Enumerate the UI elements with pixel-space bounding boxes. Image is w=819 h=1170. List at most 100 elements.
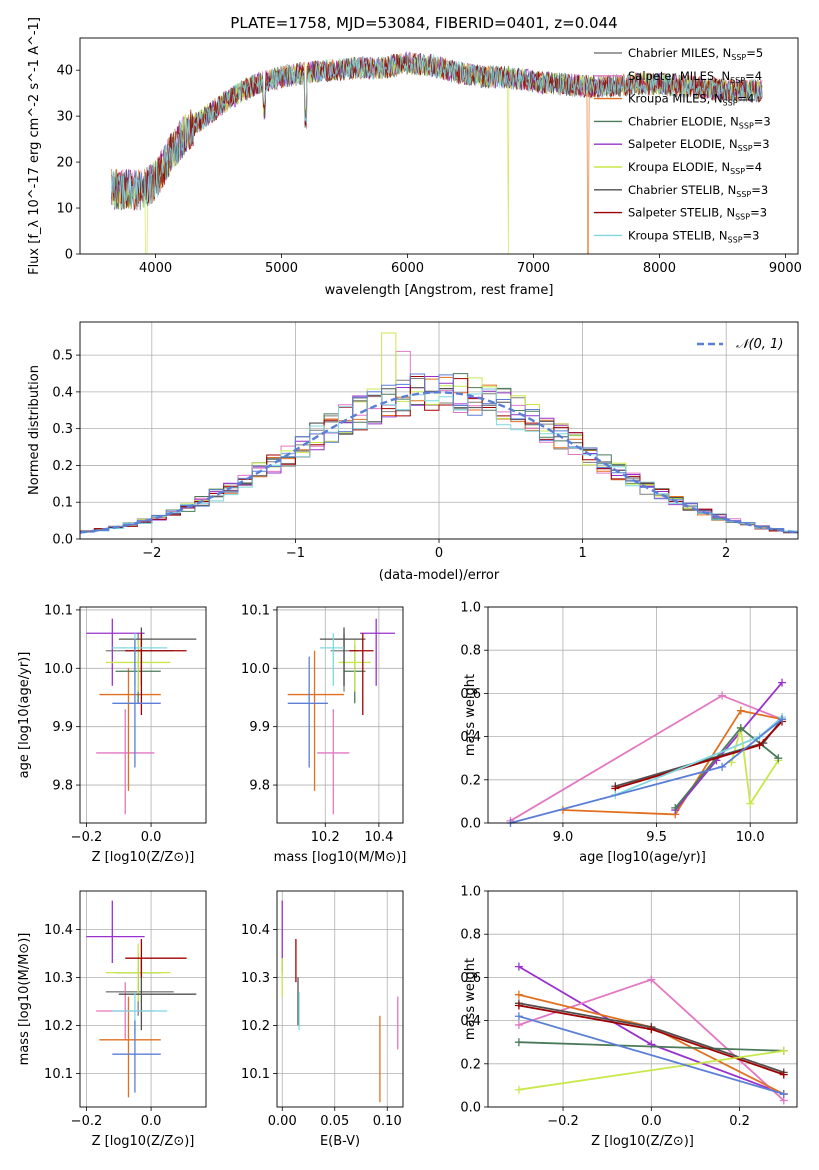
errorbar-point [99,668,161,791]
mass-weight-vs-metallicity-panel: −0.2 0.0 0.2 0.0 0.2 0.4 0.6 0.8 1.0 Z [log10(Z/Z… [460,885,798,1149]
errorbar-point [112,1020,161,1093]
mass-weight-marker [779,1046,788,1055]
mass-vs-metallicity-panel: −0.2 0.0 10.1 10.2 10.3 10.4 Z [log10(Z/Z⊙)] ma… [17,890,207,1149]
mass-weight-marker [746,799,755,808]
y-tick-label: 0.6 [460,971,481,986]
y-tick-label: 1.0 [460,601,481,616]
errorbar-point [96,709,155,815]
y-tick-label: 10.1 [44,1067,73,1082]
histogram-bars [80,332,798,534]
x-axis-label: Z [log10(Z/Z⊙)] [92,1134,195,1149]
x-tick-label: 0.10 [373,1114,402,1129]
mass-weight-marker [736,723,745,732]
errorbar-point [105,967,174,1016]
age-vs-metallicity-panel: −0.2 0.0 9.8 9.9 10.0 10.1 Z [log10(Z/Z⊙)] age … [17,603,207,865]
errorbar-point [287,656,328,768]
spectrum-panel: 4000 5000 6000 7000 8000 9000 0 10 20 30 40 wavelen… [27,17,802,298]
figure-title: PLATE=1758, MJD=53084, FIBERID=0401, z=0… [230,14,617,32]
legend: Chabrier MILES, NSSP=5 Salpeter MILES, NS… [594,46,771,244]
x-axis-label: age [log10(age/yr)] [579,850,706,865]
mass-weight-marker [774,754,783,763]
mass-weight-marker [514,1038,523,1047]
x-tick-label: 0.0 [141,830,162,845]
legend-label: Salpeter STELIB, NSSP=3 [628,206,767,222]
x-tick-label: 2 [722,546,730,561]
y-tick-label: 10.1 [241,1067,270,1082]
mass-weight-marker [514,1020,523,1029]
histogram-step [80,373,798,533]
x-axis-label: wavelength [Angstrom, rest frame] [325,283,554,298]
y-tick-label: 0.2 [460,773,481,788]
residual-histogram-panel: −2 −1 0 1 2 0.0 0.1 0.2 0.3 0.4 0.5 (data-model)/er… [27,321,799,583]
errorbar-point [105,639,171,692]
y-tick-label: 10.0 [44,662,73,677]
y-tick-label: 0.8 [460,928,481,943]
y-tick-label: 9.8 [249,779,270,794]
y-tick-label: 20 [56,156,73,171]
x-tick-label: 10.0 [736,830,765,845]
y-tick-label: 0.3 [52,422,73,437]
errorbar-point [99,996,161,1098]
axes-frame [79,37,799,255]
legend-label: Kroupa ELODIE, NSSP=4 [628,160,762,176]
y-tick-label: 0.6 [460,687,481,702]
y-tick-label: 40 [56,64,73,79]
y-tick-label: 30 [56,110,73,125]
y-tick-label: 1.0 [460,885,481,900]
mass-weight-marker [514,990,523,999]
x-tick-label: 0.0 [141,1114,162,1129]
y-tick-label: 9.9 [52,720,73,735]
y-tick-label: 0.4 [460,730,481,745]
x-tick-label: 0.05 [320,1114,349,1129]
y-tick-label: 0.0 [52,533,73,548]
legend-label: Salpeter ELODIE, NSSP=3 [628,137,770,153]
errorbar-point [112,991,168,1035]
y-tick-label: 10.0 [241,662,270,677]
x-tick-label: −0.2 [71,1114,103,1129]
y-tick-label: 9.8 [52,779,73,794]
axes-frame [487,890,798,1108]
legend-label: Salpeter MILES, NSSP=4 [628,69,762,85]
mass-weight-marker [671,803,680,812]
y-tick-label: 10 [56,202,73,217]
x-tick-label: 8000 [643,261,676,276]
legend-label: Kroupa STELIB, NSSP=3 [628,228,759,244]
x-tick-label: 9.0 [553,830,574,845]
x-axis-label: (data-model)/error [379,568,500,583]
x-tick-label: 1 [578,546,586,561]
mass-weight-series [514,1046,788,1094]
x-tick-label: 0.2 [729,1114,750,1129]
errorbar-point [105,943,171,1002]
legend-label: Chabrier MILES, NSSP=5 [628,46,763,62]
x-axis-label: mass [log10(M/M⊙)] [274,850,407,865]
x-axis-label: Z [log10(Z/Z⊙)] [92,850,195,865]
axes-frame [276,606,404,824]
y-tick-label: 10.4 [44,923,73,938]
mass-weight-line [518,1049,784,1091]
y-axis-label: Flux [f_λ 10^-17 erg cm^-2 s^-1 A^-1] [27,17,42,275]
mass-weight-marker [647,975,656,984]
x-axis-label: Z [log10(Z/Z⊙)] [591,1134,694,1149]
errorbar-point [86,618,145,686]
mass-weight-line [518,1015,785,1095]
y-tick-label: 0.0 [460,817,481,832]
y-tick-label: 0.4 [52,385,73,400]
mass-weight-line [562,709,783,816]
mass-weight-marker [718,762,727,771]
mass-weight-marker [779,1090,788,1099]
y-tick-label: 0.8 [460,644,481,659]
errorbar-point [360,618,395,686]
y-axis-label: mass [log10(M/M⊙)] [17,933,32,1066]
y-tick-label: 0.1 [52,496,73,511]
mass-weight-series [671,723,783,812]
y-tick-label: 9.9 [249,720,270,735]
y-tick-label: 0.2 [460,1057,481,1072]
x-tick-label: 0.0 [641,1114,662,1129]
y-axis-label: mass weight [463,674,478,756]
errorbar-point [319,633,345,686]
errorbar-point [112,633,168,686]
x-tick-label: 4000 [139,261,172,276]
axes-frame [79,890,207,1108]
errorbar-point [86,900,145,963]
y-tick-label: 10.2 [241,1019,270,1034]
